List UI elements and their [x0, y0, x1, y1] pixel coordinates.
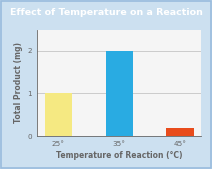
X-axis label: Temperature of Reaction (°C): Temperature of Reaction (°C) — [56, 151, 183, 160]
Bar — [166, 128, 194, 136]
Bar — [106, 51, 133, 136]
Text: Effect of Temperature on a Reaction: Effect of Temperature on a Reaction — [10, 8, 202, 17]
Bar — [45, 93, 72, 136]
Y-axis label: Total Product (mg): Total Product (mg) — [14, 42, 24, 123]
